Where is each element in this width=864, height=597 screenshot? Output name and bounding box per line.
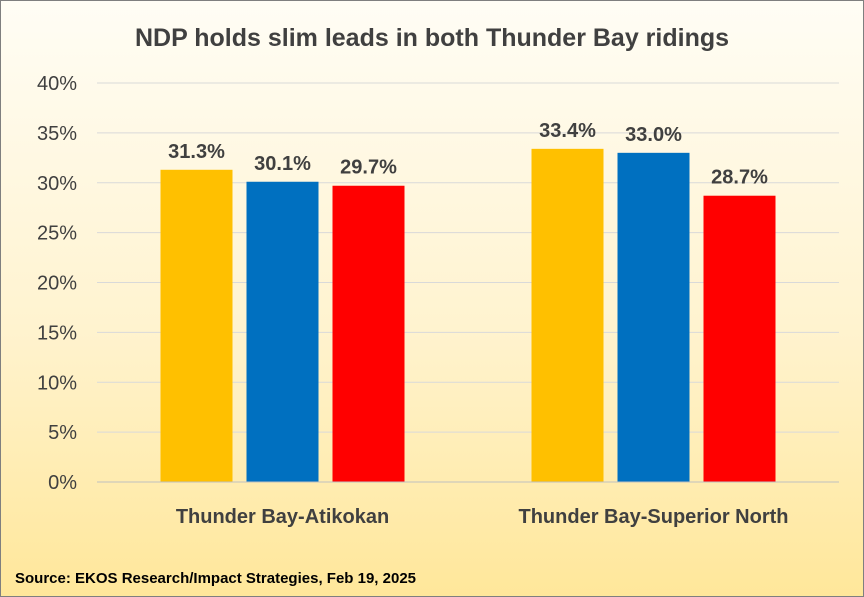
y-axis-tick-labels: 0% 5% 10% 15% 20% 25% 30% 35% 40% xyxy=(37,73,77,494)
y-tick-label: 30% xyxy=(37,173,77,195)
category-labels: Thunder Bay-Atikokan Thunder Bay-Superior… xyxy=(176,506,789,528)
bar xyxy=(617,152,690,482)
y-tick-label: 15% xyxy=(37,322,77,344)
category-label: Thunder Bay-Superior North xyxy=(518,506,788,528)
bar xyxy=(246,181,319,482)
y-tick-label: 0% xyxy=(48,472,77,494)
bar xyxy=(332,185,405,482)
y-tick-label: 35% xyxy=(37,123,77,145)
data-label: 33.4% xyxy=(539,120,596,142)
data-label: 29.7% xyxy=(340,157,397,179)
bar xyxy=(160,169,233,482)
data-label: 33.0% xyxy=(625,124,682,146)
bars xyxy=(160,148,776,482)
data-label: 28.7% xyxy=(711,167,768,189)
category-label: Thunder Bay-Atikokan xyxy=(176,506,389,528)
y-tick-label: 5% xyxy=(48,422,77,444)
data-label: 31.3% xyxy=(168,141,225,163)
y-tick-label: 10% xyxy=(37,372,77,394)
y-tick-label: 40% xyxy=(37,73,77,95)
bar xyxy=(703,195,776,482)
y-tick-label: 20% xyxy=(37,273,77,295)
bar xyxy=(531,148,604,482)
source-note: Source: EKOS Research/Impact Strategies,… xyxy=(15,570,416,587)
data-labels: 31.3% 30.1% 29.7% 33.4% 33.0% 28.7% xyxy=(168,120,768,189)
data-label: 30.1% xyxy=(254,153,311,175)
chart-title: NDP holds slim leads in both Thunder Bay… xyxy=(135,24,729,52)
y-tick-label: 25% xyxy=(37,223,77,245)
